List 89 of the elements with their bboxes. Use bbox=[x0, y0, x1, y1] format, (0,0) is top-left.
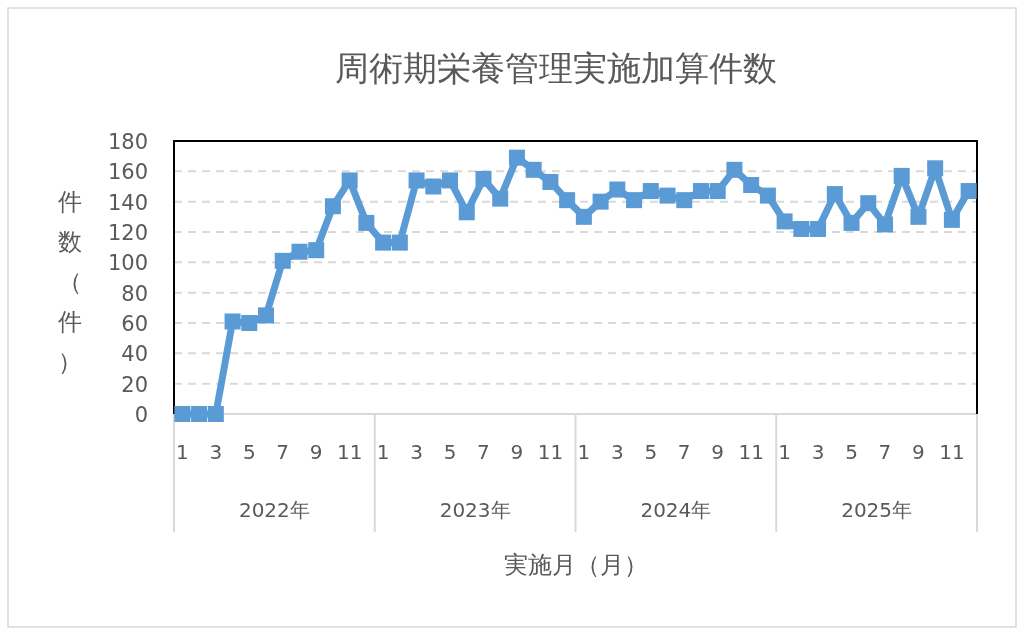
point bbox=[960, 183, 977, 200]
x-tick-label: 1 bbox=[577, 440, 591, 464]
x-tick-label: 7 bbox=[677, 440, 691, 464]
text: 2022年 bbox=[238, 498, 310, 522]
point bbox=[726, 161, 743, 178]
point bbox=[241, 315, 258, 331]
point bbox=[676, 192, 693, 209]
x-tick-label: 5 bbox=[845, 440, 858, 464]
point bbox=[341, 172, 358, 189]
point bbox=[191, 406, 208, 422]
point bbox=[174, 406, 191, 422]
x-tick-label: 1 bbox=[176, 440, 189, 464]
y-tick-label: 80 bbox=[121, 281, 148, 306]
x-tick-label: 11 bbox=[738, 440, 764, 464]
point bbox=[425, 178, 442, 195]
x-tick-label: 3 bbox=[410, 440, 423, 464]
y-tick-label: 140 bbox=[107, 190, 148, 215]
y-tick-label: 40 bbox=[121, 342, 148, 367]
point bbox=[442, 172, 459, 189]
y-tick-label: 100 bbox=[107, 251, 148, 276]
point bbox=[559, 192, 576, 209]
point bbox=[575, 208, 592, 225]
x-tick-label: 7 bbox=[276, 440, 290, 464]
point bbox=[458, 204, 475, 221]
x-tick-label: 7 bbox=[878, 440, 892, 464]
x-tick-label: 1 bbox=[376, 440, 390, 464]
x-tick-label: 5 bbox=[242, 440, 256, 464]
y-tick-label: 60 bbox=[121, 312, 148, 336]
point bbox=[324, 198, 341, 215]
x-tick-label: 11 bbox=[537, 440, 564, 464]
point bbox=[592, 193, 609, 210]
y-tick-label: 0 bbox=[134, 403, 148, 427]
point bbox=[224, 313, 241, 330]
point bbox=[793, 220, 810, 237]
x-tick-label: 9 bbox=[912, 440, 925, 464]
point bbox=[542, 173, 559, 190]
point bbox=[943, 211, 960, 228]
x-tick-label: 3 bbox=[209, 440, 223, 464]
x-axis-title: 実施月（月） bbox=[503, 551, 648, 579]
text: 2025年 bbox=[841, 498, 913, 522]
point bbox=[375, 234, 392, 251]
y-tick-label: 120 bbox=[107, 221, 148, 245]
text: 2023年 bbox=[439, 498, 511, 522]
point bbox=[626, 192, 643, 209]
point bbox=[609, 181, 626, 198]
point bbox=[391, 234, 408, 251]
point bbox=[843, 214, 860, 231]
point bbox=[274, 252, 291, 269]
point bbox=[810, 220, 827, 237]
point bbox=[308, 242, 325, 259]
point bbox=[692, 183, 709, 200]
point bbox=[258, 307, 275, 324]
x-tick-label: 7 bbox=[477, 440, 490, 464]
x-tick-label: 3 bbox=[610, 440, 624, 464]
point bbox=[759, 187, 776, 204]
point bbox=[408, 172, 425, 189]
point bbox=[508, 149, 525, 166]
point bbox=[927, 160, 944, 177]
x-tick-label: 11 bbox=[336, 440, 363, 464]
y-axis-title: 件数（件） bbox=[58, 188, 82, 376]
y-tick-label: 180 bbox=[107, 130, 148, 154]
x-tick-label: 1 bbox=[778, 440, 791, 464]
text: 2024年 bbox=[640, 498, 712, 522]
x-tick-label: 5 bbox=[443, 440, 457, 464]
point bbox=[642, 183, 659, 200]
x-tick-label: 9 bbox=[711, 440, 725, 464]
point bbox=[291, 243, 308, 260]
point bbox=[743, 176, 760, 193]
point bbox=[475, 170, 492, 187]
point bbox=[776, 213, 793, 230]
point bbox=[826, 186, 843, 203]
point bbox=[709, 183, 726, 200]
chart-title: 周術期栄養管理実施加算件数 bbox=[334, 48, 777, 88]
point bbox=[207, 406, 224, 422]
point bbox=[860, 195, 877, 212]
point bbox=[492, 190, 509, 207]
point bbox=[893, 167, 910, 184]
y-tick-label: 20 bbox=[121, 372, 148, 397]
point bbox=[910, 208, 927, 225]
point bbox=[358, 214, 375, 231]
x-tick-label: 5 bbox=[644, 440, 658, 464]
x-tick-label: 3 bbox=[811, 440, 825, 464]
point bbox=[659, 187, 676, 204]
y-tick-label: 160 bbox=[107, 160, 148, 185]
x-tick-label: 11 bbox=[939, 440, 965, 464]
x-tick-label: 9 bbox=[510, 440, 524, 464]
point bbox=[525, 161, 542, 178]
x-tick-label: 9 bbox=[309, 440, 323, 464]
point bbox=[876, 216, 893, 233]
